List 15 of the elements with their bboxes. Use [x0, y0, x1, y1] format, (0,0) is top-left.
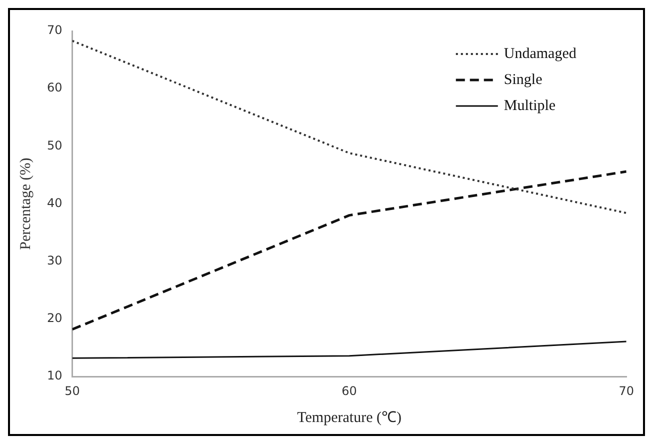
y-tick-label: 70	[46, 23, 62, 38]
legend-label: Undamaged	[504, 46, 577, 62]
y-tick-label: 10	[46, 368, 62, 383]
y-tick-label: 20	[46, 311, 62, 326]
y-tick-label: 30	[46, 254, 62, 268]
x-axis-title: Temperature (℃)	[297, 410, 402, 426]
y-tick-label: 60	[46, 80, 62, 95]
x-tick-label: 70	[618, 384, 634, 398]
y-tick-label: 40	[46, 196, 62, 210]
legend-label: Single	[504, 72, 543, 88]
x-tick-label: 50	[64, 384, 80, 398]
y-axis-title: Percentage (%)	[18, 158, 34, 250]
legend-label: Multiple	[504, 98, 556, 114]
x-tick-label: 60	[342, 384, 357, 398]
y-tick-label: 50	[46, 138, 62, 152]
